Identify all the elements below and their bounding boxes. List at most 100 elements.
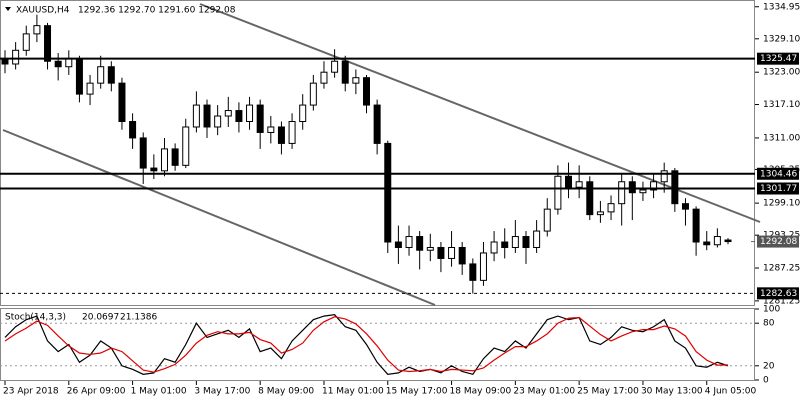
y-tick-label: 1329.10 bbox=[763, 34, 800, 44]
stoch-main-value: 20.0697 bbox=[82, 313, 119, 323]
candle-body bbox=[575, 181, 583, 188]
price-panel bbox=[0, 0, 755, 306]
y-tick-label: 1287.25 bbox=[763, 264, 800, 274]
candle-body bbox=[703, 241, 711, 246]
candle-body bbox=[565, 175, 573, 188]
candle-body bbox=[309, 82, 317, 106]
y-tick-label: 1281.25 bbox=[763, 296, 800, 306]
y-tick-label: 80 bbox=[763, 319, 775, 329]
x-tick-label: 25 May 17:00 bbox=[577, 387, 639, 397]
candle-body bbox=[724, 239, 732, 243]
x-tick-label: 1 May 01:00 bbox=[131, 387, 187, 397]
candle-body bbox=[501, 241, 509, 248]
price-label-box bbox=[757, 182, 799, 195]
y-tick-label: 1311.00 bbox=[763, 133, 800, 143]
x-tick-label: 23 May 01:00 bbox=[513, 387, 575, 397]
price-label: 1292.08 bbox=[760, 237, 797, 247]
candle-body bbox=[256, 104, 264, 133]
price-label-box bbox=[757, 167, 799, 180]
candle-body bbox=[448, 246, 456, 259]
candle-body bbox=[182, 126, 190, 166]
candle-body bbox=[511, 236, 519, 248]
candle-body bbox=[12, 49, 20, 65]
candle-body bbox=[618, 181, 626, 205]
candle-body bbox=[203, 104, 211, 128]
candle-body bbox=[469, 263, 477, 281]
y-tick-label: 100 bbox=[763, 305, 780, 315]
candle-body bbox=[139, 137, 147, 169]
candle-body bbox=[214, 115, 222, 128]
candle-body bbox=[490, 241, 498, 254]
candle-body bbox=[650, 181, 658, 191]
candle-body bbox=[54, 60, 62, 68]
candle-body bbox=[384, 142, 392, 243]
candle-body bbox=[692, 208, 700, 243]
y-tick-label: 0 bbox=[763, 376, 769, 386]
candle-body bbox=[596, 211, 604, 216]
chart-title: XAUUSD,H4 bbox=[16, 6, 70, 16]
price-label: 1304.46 bbox=[760, 169, 797, 179]
candle-body bbox=[373, 104, 381, 144]
price-label-box bbox=[757, 235, 799, 248]
candle-body bbox=[437, 246, 445, 259]
candle-body bbox=[65, 58, 73, 68]
candle-body bbox=[331, 60, 339, 73]
candle-body bbox=[288, 121, 296, 144]
x-tick-label: 30 May 13:00 bbox=[641, 387, 703, 397]
candle-body bbox=[150, 167, 158, 172]
candle-body bbox=[363, 77, 370, 106]
candle-body bbox=[44, 25, 52, 62]
candle-body bbox=[246, 104, 254, 123]
candle-body bbox=[628, 181, 636, 194]
candle-body bbox=[426, 246, 434, 251]
price-label-box bbox=[757, 52, 799, 65]
candle-body bbox=[639, 189, 647, 194]
candle-body bbox=[277, 126, 285, 144]
ohlc-header: 1292.36 1292.70 1291.60 1292.08 bbox=[78, 6, 236, 16]
candle-body bbox=[352, 77, 360, 84]
candle-body bbox=[299, 104, 307, 123]
x-tick-label: 4 Jun 05:00 bbox=[705, 387, 757, 397]
candle-body bbox=[394, 241, 402, 248]
candle-body bbox=[171, 148, 179, 166]
candle-body bbox=[235, 110, 243, 123]
stoch-title: Stoch(14,3,3) bbox=[5, 313, 66, 323]
y-tick-label: 20 bbox=[763, 361, 775, 371]
candle-body bbox=[129, 121, 137, 139]
candle-body bbox=[107, 66, 115, 84]
candle-body bbox=[118, 82, 126, 123]
price-label: 1301.77 bbox=[760, 184, 797, 194]
candle-body bbox=[458, 246, 466, 265]
candle-body bbox=[192, 104, 200, 128]
stoch-line bbox=[4, 316, 729, 373]
candle-body bbox=[341, 60, 349, 84]
candle-body bbox=[75, 58, 83, 95]
candle-body bbox=[33, 25, 41, 35]
stoch-signal-value: 21.1386 bbox=[120, 313, 157, 323]
x-tick-label: 8 May 09:00 bbox=[258, 387, 314, 397]
candle-body bbox=[86, 82, 94, 95]
candle-body bbox=[320, 71, 328, 84]
y-tick-label: 1323.00 bbox=[763, 68, 800, 78]
x-tick-label: 11 May 01:00 bbox=[322, 387, 384, 397]
candle-body bbox=[224, 110, 232, 117]
x-tick-label: 3 May 17:00 bbox=[194, 387, 250, 397]
candle-body bbox=[522, 236, 530, 248]
candle-body bbox=[713, 236, 721, 246]
channel-lower bbox=[2, 129, 436, 306]
candle-body bbox=[681, 203, 689, 210]
candle-body bbox=[22, 33, 30, 51]
candle-body bbox=[416, 236, 424, 251]
price-label: 1282.63 bbox=[760, 289, 797, 299]
channel-upper bbox=[199, 3, 761, 223]
symbol-icon bbox=[5, 7, 11, 11]
candle-body bbox=[607, 203, 615, 213]
candle-body bbox=[267, 126, 275, 133]
x-tick-label: 15 May 17:00 bbox=[386, 387, 448, 397]
candle-body bbox=[405, 236, 413, 248]
x-tick-label: 26 Apr 09:00 bbox=[67, 387, 126, 397]
candle-body bbox=[543, 208, 551, 232]
price-label-box bbox=[757, 287, 799, 300]
